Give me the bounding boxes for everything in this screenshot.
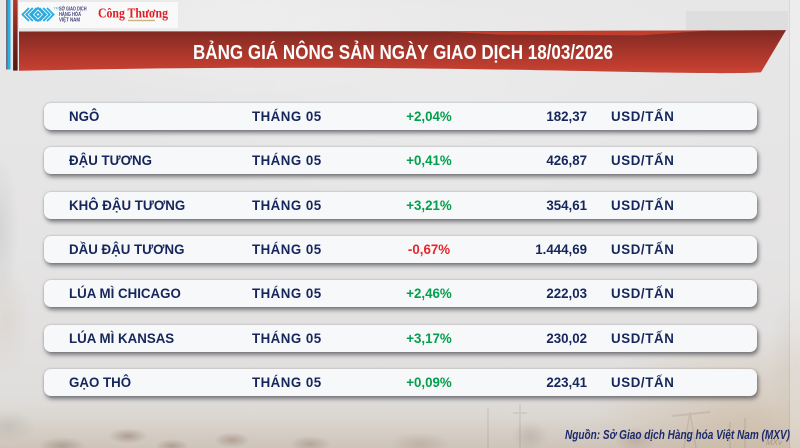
svg-text:Nguồn: Sở Giao dịch Hàng hóa V: Nguồn: Sở Giao dịch Hàng hóa Việt Nam (M… bbox=[565, 427, 790, 442]
svg-text:SỞ GIAO DỊCH: SỞ GIAO DỊCH bbox=[59, 5, 87, 12]
svg-text:VIỆT NAM: VIỆT NAM bbox=[59, 16, 80, 24]
svg-text:HÀNG HÓA: HÀNG HÓA bbox=[59, 10, 81, 18]
svg-text:TM: TM bbox=[54, 7, 59, 11]
svg-text:BẢNG GIÁ NÔNG SẢN NGÀY GIAO DỊ: BẢNG GIÁ NÔNG SẢN NGÀY GIAO DỊCH 18/03/2… bbox=[193, 40, 613, 64]
svg-text:Công Thương: Công Thương bbox=[98, 6, 168, 21]
